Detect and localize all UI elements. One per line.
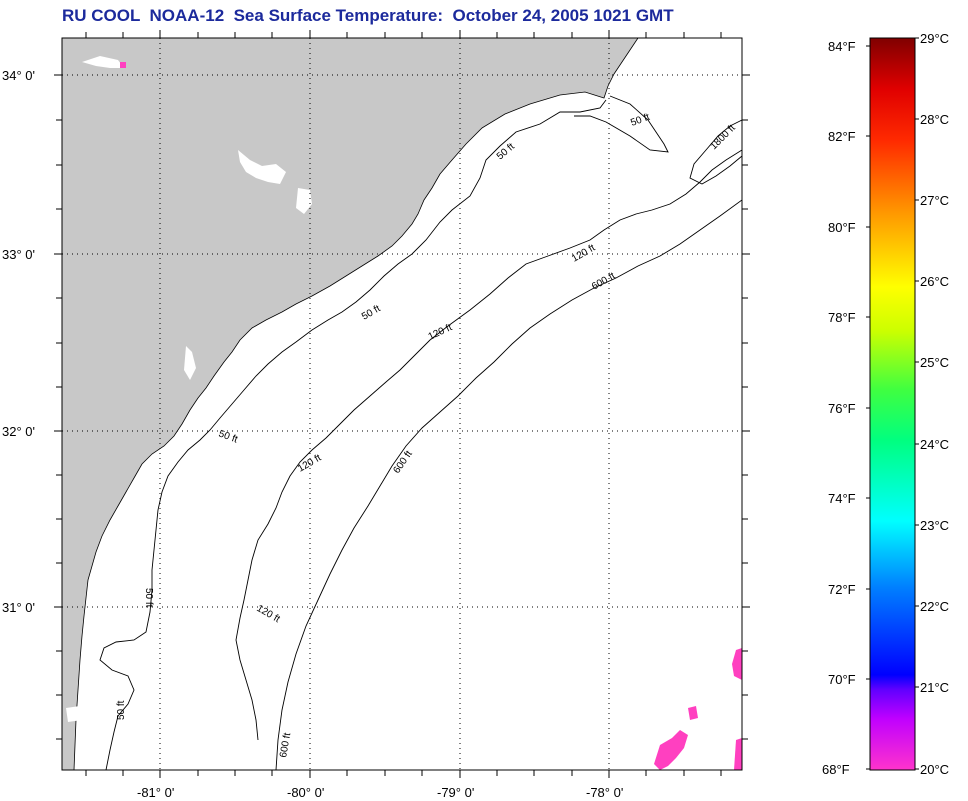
inland-cloud: [184, 346, 196, 380]
colorbar-label-f: 72°F: [828, 582, 856, 597]
contour-600ft: [275, 199, 742, 770]
lat-label: 32° 0': [2, 424, 35, 439]
colorbar-label-c: 28°C: [920, 112, 949, 127]
inland-cloud: [82, 56, 124, 68]
lon-label: -78° 0': [586, 785, 623, 800]
colorbar-label-f: 82°F: [828, 129, 856, 144]
colorbar-label-c: 27°C: [920, 193, 949, 208]
sst-patch: [120, 62, 126, 68]
lat-label: 34° 0': [2, 68, 35, 83]
colorbar-label-c: 25°C: [920, 355, 949, 370]
sst-patch: [688, 706, 698, 720]
contour-label-50ft-5: 50 ft: [116, 700, 127, 720]
lon-label: -81° 0': [137, 785, 174, 800]
axis-ticks: [54, 30, 750, 778]
colorbar-label-f: 68°F: [822, 762, 850, 777]
colorbar-label-c: 23°C: [920, 518, 949, 533]
inland-cloud: [66, 706, 82, 722]
inland-cloud: [238, 150, 286, 184]
map-area[interactable]: 50 ft 50 ft 50 ft 50 ft 50 ft 50 ft 120 …: [62, 38, 742, 770]
colorbar-label-f: 84°F: [828, 39, 856, 54]
colorbar-label-c: 21°C: [920, 680, 949, 695]
colorbar-label-c: 26°C: [920, 274, 949, 289]
lon-label: -79° 0': [437, 785, 474, 800]
inland-cloud: [296, 188, 312, 214]
colorbar-label-f: 70°F: [828, 672, 856, 687]
colorbar-label-f: 80°F: [828, 220, 856, 235]
contour-label-50ft-4: 50 ft: [143, 588, 154, 608]
colorbar-label-c: 22°C: [920, 599, 949, 614]
map-frame: [61, 37, 743, 771]
lat-label: 31° 0': [2, 600, 35, 615]
map-title: RU COOL NOAA-12 Sea Surface Temperature:…: [62, 6, 674, 25]
land-mass: [62, 38, 639, 770]
lon-label: -80° 0': [287, 785, 324, 800]
colorbar-label-c: 20°C: [920, 762, 949, 777]
contour-shelf-edge: [574, 95, 669, 153]
contour-label-600ft-3: 600 ft: [278, 732, 293, 759]
colorbar: 84°F 82°F 80°F 78°F 76°F 74°F 72°F 70°F …: [822, 31, 949, 777]
sst-patch: [654, 730, 688, 770]
colorbar-label-f: 74°F: [828, 491, 856, 506]
contour-120ft: [235, 149, 742, 741]
colorbar-gradient: [869, 37, 916, 771]
lat-label: 33° 0': [2, 247, 35, 262]
colorbar-ticks: [866, 37, 919, 770]
inland-cloud: [84, 672, 96, 690]
colorbar-label-f: 78°F: [828, 310, 856, 325]
colorbar-label-c: 29°C: [920, 31, 949, 46]
colorbar-label-c: 24°C: [920, 437, 949, 452]
colorbar-label-f: 76°F: [828, 401, 856, 416]
sst-patch: [732, 648, 742, 680]
contour-1800ft: [689, 119, 742, 185]
sst-patch: [734, 738, 742, 770]
graticule: [62, 38, 742, 770]
contour-50ft: [99, 99, 607, 770]
